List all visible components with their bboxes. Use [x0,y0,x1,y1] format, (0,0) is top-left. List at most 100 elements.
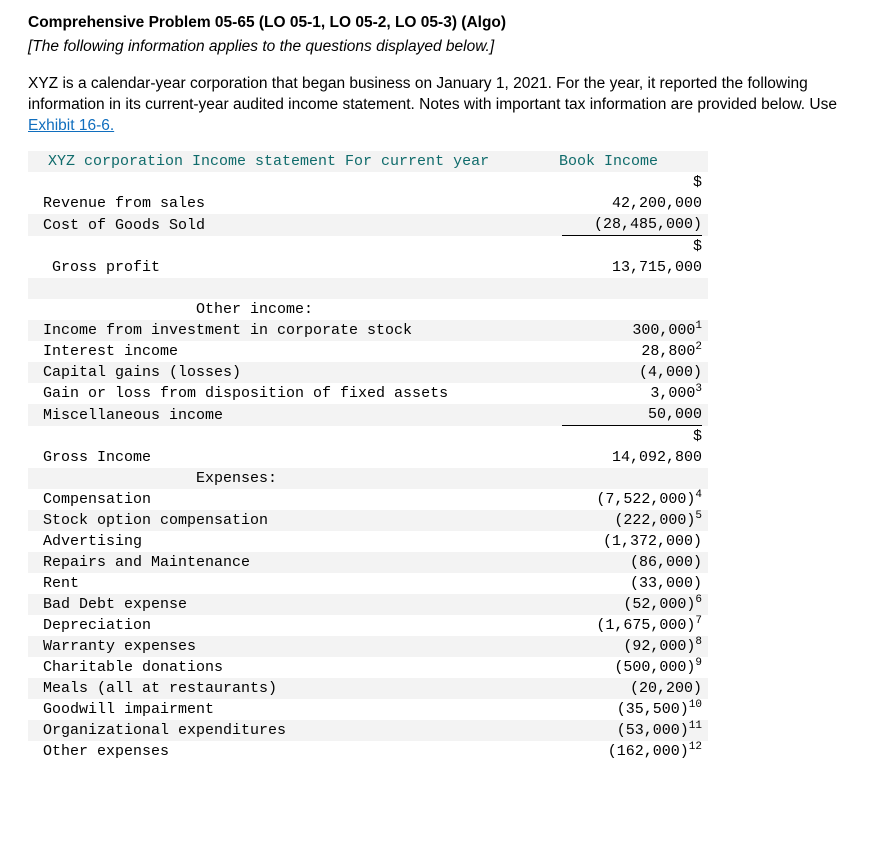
table-row: Stock option compensation(222,000)5 [28,510,708,531]
row-value: (28,485,000) [509,214,708,236]
table-row: Expenses: [28,468,708,489]
row-label: Income from investment in corporate stoc… [28,320,509,341]
footnote-ref: 9 [695,657,702,669]
footnote-ref: 2 [695,341,702,353]
row-value: (4,000) [509,362,708,383]
row-value: (33,000) [509,573,708,594]
table-row: Advertising (1,372,000) [28,531,708,552]
row-label: Organizational expenditures [28,720,509,741]
table-row: Capital gains (losses) (4,000) [28,362,708,383]
value-text: (53,000) [617,722,689,739]
row-value: $13,715,000 [509,236,708,278]
row-value: 50,000 [509,404,708,426]
value-text: 28,800 [641,343,695,360]
dollar-sign: $ [562,236,702,257]
table-row [28,278,708,299]
row-value [509,278,708,299]
row-value: $14,092,800 [509,426,708,468]
row-value: (20,200) [509,678,708,699]
table-row: Rent(33,000) [28,573,708,594]
table-row: Miscellaneous income50,000 [28,404,708,426]
table-row: Cost of Goods Sold(28,485,000) [28,214,708,236]
row-value: (86,000) [509,552,708,573]
row-value: (7,522,000)4 [509,489,708,510]
table-row: Other expenses(162,000)12 [28,741,708,762]
row-value: (500,000)9 [509,657,708,678]
table-row: Repairs and Maintenance(86,000) [28,552,708,573]
table-row: Goodwill impairment (35,500)10 [28,699,708,720]
table-row: Income from investment in corporate stoc… [28,320,708,341]
row-label: Goodwill impairment [28,699,509,720]
row-value: (52,000)6 [509,594,708,615]
value-text: (222,000) [614,512,695,529]
footnote-ref: 3 [695,383,702,395]
footnote-ref: 4 [695,489,702,501]
dollar-sign: $ [562,426,702,447]
value-text: 14,092,800 [612,449,702,466]
value-text: (20,200) [630,680,702,697]
row-value: 3,0003 [509,383,708,404]
table-row: Interest income28,8002 [28,341,708,362]
row-label: Warranty expenses [28,636,509,657]
page-wrap: Comprehensive Problem 05-65 (LO 05-1, LO… [0,0,894,762]
value-text: 13,715,000 [612,259,702,276]
value-text: (52,000) [623,596,695,613]
row-value: (1,372,000) [509,531,708,552]
book-income-header: Book Income [509,151,708,172]
value-text: 42,200,000 [612,195,702,212]
row-label: Capital gains (losses) [28,362,509,383]
problem-title: Comprehensive Problem 05-65 (LO 05-1, LO… [28,14,874,32]
row-label: Other expenses [28,741,509,762]
value-text: 50,000 [648,406,702,423]
table-row: Warranty expenses(92,000)8 [28,636,708,657]
row-value: (92,000)8 [509,636,708,657]
income-statement-table: XYZ corporation Income statement For cur… [28,151,708,762]
row-label: Gross profit [28,236,509,278]
row-label: Meals (all at restaurants) [28,678,509,699]
row-value: (1,675,000)7 [509,615,708,636]
table-row: Compensation(7,522,000)4 [28,489,708,510]
row-label: Advertising [28,531,509,552]
value-text: (1,675,000) [596,617,695,634]
row-value: 300,0001 [509,320,708,341]
row-label: Gain or loss from disposition of fixed a… [28,383,509,404]
table-row: Gross Income$14,092,800 [28,426,708,468]
row-label: Revenue from sales [28,172,509,214]
row-label: Charitable donations [28,657,509,678]
table-row: Other income: [28,299,708,320]
intro-paragraph: XYZ is a calendar-year corporation that … [28,74,874,137]
row-value: 28,8002 [509,341,708,362]
table-row: Organizational expenditures (53,000)11 [28,720,708,741]
footnote-ref: 7 [695,615,702,627]
row-value: (222,000)5 [509,510,708,531]
value-text: (86,000) [630,554,702,571]
row-label: Expenses: [28,468,509,489]
value-text: (28,485,000) [594,216,702,233]
exhibit-link[interactable]: Exhibit 16-6. [28,117,114,134]
table-row: Gain or loss from disposition of fixed a… [28,383,708,404]
table-row: Charitable donations(500,000)9 [28,657,708,678]
value-text: (1,372,000) [603,533,702,550]
row-label: Rent [28,573,509,594]
row-label: Stock option compensation [28,510,509,531]
value-text: (92,000) [623,638,695,655]
row-value [509,468,708,489]
row-label: Interest income [28,341,509,362]
table-row: Revenue from sales$42,200,000 [28,172,708,214]
value-text: (4,000) [639,364,702,381]
row-label [28,278,509,299]
problem-subtitle: [The following information applies to th… [28,38,874,56]
table-row: Bad Debt expense(52,000)6 [28,594,708,615]
footnote-ref: 10 [689,699,702,711]
row-value [509,299,708,320]
footnote-ref: 11 [689,720,702,732]
value-text: 300,000 [632,322,695,339]
statement-title: XYZ corporation Income statement For cur… [28,151,509,172]
table-header-row: XYZ corporation Income statement For cur… [28,151,708,172]
value-text: (35,500) [617,701,689,718]
row-label: Compensation [28,489,509,510]
table-row: Meals (all at restaurants) (20,200) [28,678,708,699]
dollar-sign: $ [562,172,702,193]
footnote-ref: 8 [695,636,702,648]
row-value: $42,200,000 [509,172,708,214]
